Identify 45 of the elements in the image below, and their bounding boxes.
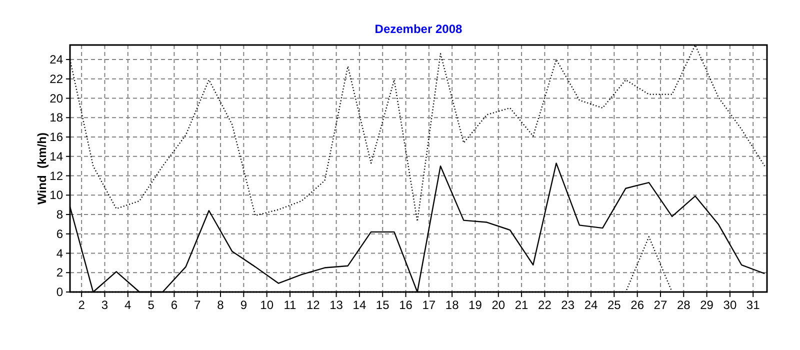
x-tick-label: 19 <box>468 298 482 312</box>
x-tick-label: 26 <box>630 298 644 312</box>
x-tick-label: 6 <box>170 298 178 312</box>
x-tick-label: 7 <box>194 298 202 312</box>
y-tick-label: 18 <box>50 110 64 125</box>
y-tick-label: 12 <box>50 168 64 183</box>
x-tick-label: 22 <box>538 298 552 312</box>
x-tick-label: 5 <box>148 298 155 312</box>
y-tick-label: 0 <box>56 285 64 299</box>
x-tick-label: 17 <box>422 298 436 312</box>
x-tick-label: 24 <box>584 298 598 312</box>
x-tick-label: 31 <box>746 298 760 312</box>
y-tick-label: 10 <box>50 188 64 202</box>
x-tick-label: 18 <box>445 298 460 312</box>
y-tick-label: 6 <box>56 226 64 241</box>
x-tick-label: 16 <box>399 298 413 312</box>
x-tick-label: 21 <box>514 298 529 312</box>
x-tick-label: 25 <box>607 298 622 312</box>
y-tick-label: 8 <box>56 208 64 222</box>
x-tick-label: 8 <box>217 298 224 312</box>
x-tick-label: 11 <box>284 298 297 312</box>
y-axis-title: Wind (km/h) <box>35 132 49 204</box>
x-tick-label: 2 <box>78 298 86 312</box>
x-tick-label: 4 <box>124 298 132 312</box>
y-tick-label: 2 <box>56 266 64 280</box>
y-tick-label: 20 <box>50 91 64 106</box>
y-tick-label: 22 <box>50 72 64 86</box>
x-tick-label: 30 <box>723 298 737 312</box>
y-tick-label: 14 <box>50 149 64 164</box>
x-tick-label: 13 <box>330 298 344 312</box>
x-tick-label: 20 <box>492 298 506 312</box>
x-tick-label: 14 <box>352 298 366 312</box>
y-tick-label: 24 <box>50 52 64 67</box>
y-tick-label: 4 <box>56 246 64 260</box>
x-tick-label: 23 <box>561 298 575 312</box>
x-tick-label: 12 <box>306 298 320 312</box>
x-tick-label: 10 <box>260 298 274 312</box>
x-tick-label: 29 <box>700 298 714 312</box>
x-tick-label: 15 <box>376 298 390 312</box>
x-tick-label: 9 <box>240 298 248 312</box>
x-tick-label: 3 <box>101 298 108 312</box>
chart-title: Dezember 2008 <box>374 22 463 36</box>
y-tick-label: 16 <box>50 130 64 144</box>
x-tick-label: 28 <box>676 298 691 312</box>
x-tick-label: 27 <box>654 298 668 312</box>
